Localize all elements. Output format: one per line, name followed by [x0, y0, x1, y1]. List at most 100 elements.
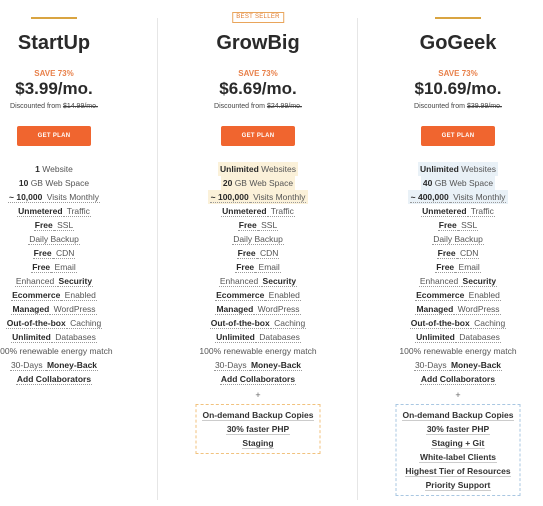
feature-item: Free CDN: [168, 246, 348, 260]
feature-item: Free SSL: [168, 218, 348, 232]
feature-bold: Money-Back: [45, 360, 99, 371]
feature-item: Ecommerce Enabled: [168, 288, 348, 302]
old-price: $24.99/mo.: [266, 103, 302, 110]
feature-label: SSL: [53, 220, 75, 231]
get-plan-button[interactable]: GET PLAN: [221, 126, 295, 146]
feature-item: Ecommerce Enabled: [0, 288, 142, 302]
feature-label: Email: [455, 262, 481, 273]
feature-label: Enabled: [265, 290, 301, 301]
feature-text: Free CDN: [32, 248, 76, 259]
feature-bold: Free: [235, 262, 256, 273]
feature-label: Websites: [458, 164, 496, 174]
feature-item: Out-of-the-box Caching: [368, 316, 543, 330]
plan-card-gogeek: GoGeek SAVE 73% $10.69/mo. Discounted fr…: [368, 0, 543, 506]
feature-text: ~ 100,000 Visits Monthly: [207, 190, 309, 204]
discount-text: Discounted from $14.99/mo.: [0, 103, 142, 110]
feature-label: 30-Days: [213, 360, 250, 371]
feature-bold: Unlimited: [215, 332, 256, 343]
get-plan-button[interactable]: GET PLAN: [421, 126, 495, 146]
feature-label: Databases: [255, 332, 301, 343]
feature-text: Unlimited Websites: [418, 162, 498, 176]
plus-sign: +: [455, 390, 461, 400]
discount-text: Discounted from $24.99/mo.: [168, 103, 348, 110]
extra-feature-item: On-demand Backup Copies: [202, 408, 314, 422]
column-divider: [157, 18, 158, 500]
feature-item: 30-Days Money-Back: [168, 358, 348, 372]
feature-label: CDN: [256, 248, 280, 259]
extra-feature-label: 30% faster PHP: [426, 424, 490, 435]
feature-bold: Unmetered: [17, 206, 64, 217]
feature-item: Unmetered Traffic: [0, 204, 142, 218]
plus-sign: +: [255, 390, 261, 400]
extra-feature-label: Highest Tier of Resources: [405, 466, 511, 477]
feature-item: ~ 100,000 Visits Monthly: [168, 190, 348, 204]
feature-label: Enhanced: [14, 276, 58, 287]
feature-text: Ecommerce Enabled: [215, 290, 301, 301]
extra-feature-item: Staging: [203, 436, 314, 450]
feature-text: 100% renewable energy match: [199, 346, 316, 356]
plan-name: StartUp: [17, 32, 91, 54]
feature-bold: 10: [18, 178, 29, 188]
feature-text: Out-of-the-box Caching: [5, 318, 103, 329]
feature-label: Traffic: [467, 206, 495, 217]
plan-name: GrowBig: [216, 32, 300, 54]
feature-text: Unlimited Databases: [415, 332, 501, 343]
extra-feature-item: Highest Tier of Resources: [403, 464, 514, 478]
plan-name: GoGeek: [419, 32, 497, 54]
feature-bold: Unmetered: [221, 206, 268, 217]
feature-list: 1 Website 10 GB Web Space ~ 10,000 Visits …: [0, 162, 142, 386]
feature-text: Unlimited Databases: [11, 332, 97, 343]
feature-label: Traffic: [267, 206, 295, 217]
feature-label: SSL: [457, 220, 479, 231]
extra-feature-label: Priority Support: [425, 480, 491, 491]
feature-bold: 1: [35, 164, 40, 174]
feature-item: Out-of-the-box Caching: [168, 316, 348, 330]
feature-item: Add Collaborators: [168, 372, 348, 386]
feature-item: Enhanced Security: [168, 274, 348, 288]
discount-prefix: Discounted from: [214, 103, 267, 110]
feature-label: Enhanced: [418, 276, 462, 287]
feature-label: Enabled: [465, 290, 501, 301]
feature-label: Databases: [455, 332, 501, 343]
feature-item: 100% renewable energy match: [168, 344, 348, 358]
feature-bold: 20: [222, 178, 233, 188]
feature-bold: Security: [57, 276, 94, 287]
extra-feature-label: Staging + Git: [431, 438, 485, 449]
feature-text: Add Collaborators: [15, 374, 93, 385]
feature-list: Unlimited Websites 40 GB Web Space ~ 400,0…: [368, 162, 543, 386]
feature-bold: Ecommerce: [11, 290, 62, 301]
feature-text: Unmetered Traffic: [421, 206, 495, 217]
feature-item: 1 Website: [0, 162, 142, 176]
feature-label: Daily Backup: [432, 234, 484, 245]
get-plan-button[interactable]: GET PLAN: [17, 126, 91, 146]
feature-bold: Money-Back: [449, 360, 503, 371]
feature-item: Enhanced Security: [368, 274, 543, 288]
feature-text: ~ 400,000 Visits Monthly: [407, 190, 509, 204]
feature-text: Add Collaborators: [219, 374, 297, 385]
extra-feature-item: White-label Clients: [403, 450, 514, 464]
feature-text: 100% renewable energy match: [0, 346, 113, 356]
feature-label: Email: [255, 262, 281, 273]
feature-text: Unmetered Traffic: [221, 206, 295, 217]
feature-bold: Managed: [11, 304, 51, 315]
feature-label: Caching: [66, 318, 103, 329]
feature-item: Free SSL: [0, 218, 142, 232]
feature-item: 40 GB Web Space: [368, 176, 543, 190]
feature-text: Free CDN: [236, 248, 280, 259]
extra-feature-label: White-label Clients: [419, 452, 497, 463]
old-price: $39.99/mo.: [466, 103, 502, 110]
feature-label: Caching: [270, 318, 307, 329]
feature-text: Daily Backup: [432, 234, 484, 245]
feature-item: 20 GB Web Space: [168, 176, 348, 190]
feature-text: Ecommerce Enabled: [415, 290, 501, 301]
feature-item: Free Email: [368, 260, 543, 274]
feature-bold: Ecommerce: [415, 290, 466, 301]
feature-item: Free Email: [0, 260, 142, 274]
feature-text: Ecommerce Enabled: [11, 290, 97, 301]
feature-text: 40 GB Web Space: [420, 176, 496, 190]
feature-text: Free Email: [435, 262, 481, 273]
feature-label: GB Web Space: [432, 178, 494, 188]
feature-label: Visits Monthly: [449, 192, 507, 203]
feature-label: WordPress: [50, 304, 97, 315]
